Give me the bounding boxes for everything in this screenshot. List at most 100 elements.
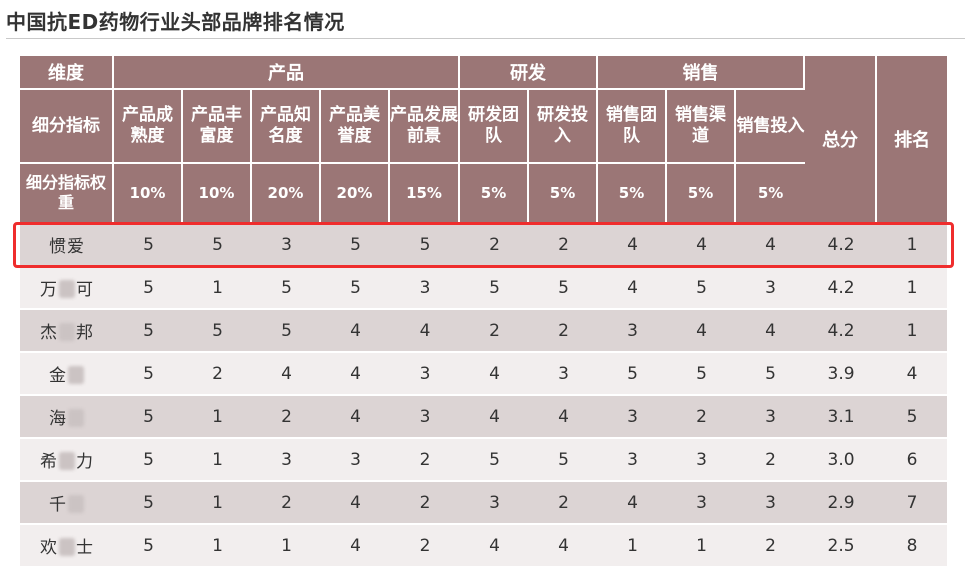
score-cell: 4 [529,396,598,439]
score-cell: 3 [736,267,805,310]
score-cell: 5 [252,267,321,310]
score-cell: 1 [183,482,252,525]
score-cell: 3 [598,310,667,353]
brand-cell: 惯爱 [20,224,114,267]
table-row: 海 5 1 2 4 3 4 4 3 2 3 3.1 5 [20,396,947,439]
score-cell: 2 [390,525,460,568]
brand-cell: 欢士 [20,525,114,568]
weight-cell: 20% [321,164,390,224]
score-cell: 4 [598,482,667,525]
group-header-rnd: 研发 [460,56,598,90]
table-row: 千 5 1 2 4 2 3 2 4 3 3 2.9 7 [20,482,947,525]
score-cell: 2 [460,310,529,353]
brand-cell: 海 [20,396,114,439]
score-cell: 5 [114,353,183,396]
total-score-cell: 2.5 [805,525,877,568]
total-score-cell: 4.2 [805,267,877,310]
score-cell: 5 [114,439,183,482]
score-cell: 2 [736,439,805,482]
score-cell: 4 [460,396,529,439]
table-row: 欢士 5 1 1 4 2 4 4 1 1 2 2.5 8 [20,525,947,568]
column-header: 销售投入 [736,90,805,164]
brand-name-start: 杰 [40,323,58,343]
score-cell: 3 [252,224,321,267]
brand-name-start: 海 [49,409,67,429]
brand-cell: 希力 [20,439,114,482]
weight-cell: 10% [114,164,183,224]
score-cell: 3 [598,396,667,439]
column-header: 研发团队 [460,90,529,164]
brand-name-start: 欢 [40,538,58,558]
score-cell: 3 [667,482,736,525]
total-score-cell: 3.0 [805,439,877,482]
score-cell: 5 [529,439,598,482]
brand-cell: 千 [20,482,114,525]
score-cell: 5 [598,353,667,396]
score-cell: 1 [183,396,252,439]
weight-cell: 5% [529,164,598,224]
score-cell: 3 [390,396,460,439]
score-cell: 5 [667,353,736,396]
score-cell: 4 [321,396,390,439]
score-cell: 3 [390,353,460,396]
blurred-text-mask [59,323,75,341]
score-cell: 1 [183,267,252,310]
rank-cell: 5 [877,396,947,439]
column-header: 产品知名度 [252,90,321,164]
header-dimension: 维度 [20,56,114,90]
score-cell: 4 [736,310,805,353]
rank-cell: 1 [877,224,947,267]
brand-name-start: 金 [49,366,67,386]
score-cell: 1 [667,525,736,568]
header-sub-indicator: 细分指标 [20,90,114,164]
score-cell: 4 [598,267,667,310]
score-cell: 3 [252,439,321,482]
total-score-cell: 4.2 [805,310,877,353]
score-cell: 5 [114,482,183,525]
score-cell: 5 [252,310,321,353]
score-cell: 2 [529,224,598,267]
table-body: 惯爱 5 5 3 5 5 2 2 4 4 4 4.2 1 万可 5 1 5 5 3 5 5 4 5 3 4.2 1 杰邦 5 5 5 4 4 2… [20,224,947,568]
column-header: 产品成熟度 [114,90,183,164]
rank-cell: 7 [877,482,947,525]
score-cell: 3 [667,439,736,482]
score-cell: 5 [390,224,460,267]
score-cell: 3 [529,353,598,396]
blurred-text-mask [59,538,75,556]
score-cell: 2 [183,353,252,396]
brand-name-start: 希 [40,452,58,472]
brand-name-start: 千 [49,495,67,515]
score-cell: 2 [460,224,529,267]
score-cell: 4 [252,353,321,396]
score-cell: 4 [321,310,390,353]
score-cell: 5 [114,310,183,353]
blurred-text-mask [59,452,75,470]
score-cell: 4 [529,525,598,568]
score-cell: 4 [390,310,460,353]
score-cell: 5 [114,267,183,310]
rank-cell: 4 [877,353,947,396]
score-cell: 3 [460,482,529,525]
score-cell: 5 [529,267,598,310]
column-header: 产品美誉度 [321,90,390,164]
group-header-product: 产品 [114,56,460,90]
score-cell: 4 [460,353,529,396]
score-cell: 1 [252,525,321,568]
score-cell: 4 [667,224,736,267]
table-row: 杰邦 5 5 5 4 4 2 2 3 4 4 4.2 1 [20,310,947,353]
header-total-score: 总分 [805,56,877,224]
score-cell: 2 [667,396,736,439]
score-cell: 2 [390,482,460,525]
weight-cell: 5% [598,164,667,224]
brand-name-start: 惯爱 [49,237,85,257]
score-cell: 4 [321,525,390,568]
score-cell: 4 [321,482,390,525]
rank-cell: 1 [877,267,947,310]
rank-cell: 1 [877,310,947,353]
score-cell: 3 [736,482,805,525]
table-row: 金 5 2 4 4 3 4 3 5 5 5 3.9 4 [20,353,947,396]
rank-cell: 6 [877,439,947,482]
rank-cell: 8 [877,525,947,568]
column-header: 研发投入 [529,90,598,164]
score-cell: 1 [183,525,252,568]
